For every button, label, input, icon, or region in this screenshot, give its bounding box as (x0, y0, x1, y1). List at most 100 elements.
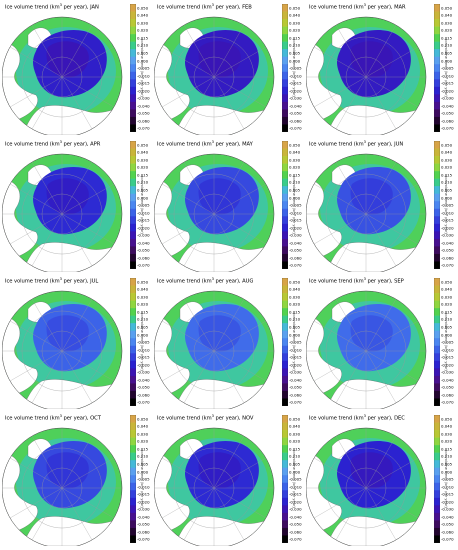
colorbar-tick-label: 0.030 (289, 157, 301, 163)
colorbar-swatch (130, 415, 136, 423)
meridian-line (334, 160, 367, 215)
colorbar-tick-label: -0.050 (137, 110, 150, 116)
colorbar-tick-label: 0.050 (289, 142, 301, 148)
colorbar-swatch (282, 497, 288, 506)
colorbar-swatch (130, 390, 136, 399)
colorbar (282, 278, 288, 406)
meridian-line (334, 76, 367, 131)
colorbar-tick-label: -0.070 (137, 125, 150, 131)
meridian-line (365, 182, 420, 215)
colorbar-swatch (282, 141, 288, 149)
colorbar-tick-label: -0.020 (441, 362, 454, 368)
colorbar-swatch (434, 330, 440, 339)
colorbar-swatch (282, 231, 288, 240)
colorbar-swatch (130, 86, 136, 95)
colorbar-swatch (130, 163, 136, 172)
siberia-land (249, 154, 274, 172)
colorbar-tick-label: 0.010 (289, 42, 301, 48)
colorbar-swatch (434, 338, 440, 347)
meridian-line (160, 350, 215, 383)
panel-title: Ice volume trend (km3 per year), NOV (157, 414, 253, 422)
north-america-land (2, 40, 38, 122)
colorbar-tick-label: -0.060 (137, 529, 150, 535)
meridian-line (334, 434, 367, 489)
colorbar-swatch (434, 383, 440, 392)
colorbar-swatch (434, 56, 440, 65)
colorbar-tick-label: -0.060 (289, 255, 302, 261)
colorbar-tick-label: -0.020 (137, 362, 150, 368)
colorbar-swatch (282, 246, 288, 255)
colorbar-swatch (282, 171, 288, 179)
colorbar-swatch (130, 171, 136, 179)
colorbar-swatch (434, 101, 440, 110)
meridian-line (213, 182, 268, 215)
colorbar-swatch (282, 527, 288, 536)
colorbar-tick-label: 0.020 (289, 301, 301, 307)
meridian-line (365, 487, 398, 542)
colorbar-swatch (282, 293, 288, 301)
colorbar-tick-label: -0.020 (289, 362, 302, 368)
colorbar-tick-label: -0.030 (441, 95, 454, 101)
colorbar-tick-label: 0.020 (137, 438, 149, 444)
colorbar-tick-label: 0.040 (289, 423, 301, 429)
colorbar-tick-label: 0.050 (441, 142, 453, 148)
panel-title-superscript: 3 (363, 277, 366, 281)
meridian-line (61, 456, 116, 489)
colorbar-swatch (130, 445, 136, 453)
colorbar-swatch (434, 71, 440, 80)
colorbar-tick-label: 0.010 (289, 316, 301, 322)
colorbar-swatch (434, 141, 440, 149)
map-border (2, 290, 123, 409)
colorbar-swatch (434, 353, 440, 362)
colorbar-tick-label: -0.060 (289, 118, 302, 124)
colorbar-tick-label: -0.005 (289, 476, 302, 482)
colorbar-tick-label: -0.050 (441, 110, 454, 116)
colorbar-tick-label: -0.005 (289, 202, 302, 208)
meridian-line (61, 76, 116, 109)
colorbar-tick-label: -0.010 (289, 210, 302, 215)
colorbar-tick-label: -0.010 (441, 484, 454, 489)
polar-map (306, 16, 427, 135)
colorbar-swatch (130, 360, 136, 369)
colorbar-swatch (282, 285, 288, 294)
colorbar-ticks: 0.050 0.040 0.030 0.020 0.015 0.010 0.005 0.000… (441, 2, 455, 136)
colorbar-swatch (282, 193, 288, 202)
colorbar-axis-label: Ice volume trend (km³ per year) (140, 176, 144, 234)
colorbar-swatch (434, 445, 440, 453)
colorbar-swatch (282, 86, 288, 95)
colorbar-swatch (434, 278, 440, 286)
colorbar-tick-label: -0.030 (137, 95, 150, 101)
colorbar-swatch (434, 64, 440, 73)
colorbar-tick-label: 0.005 (137, 50, 149, 56)
meridian-line (182, 213, 215, 268)
colorbar-tick-label: 0.030 (289, 20, 301, 26)
colorbar-swatch (434, 11, 440, 20)
siberia-land (97, 17, 122, 35)
colorbar-swatch (282, 323, 288, 332)
colorbar (130, 278, 136, 406)
colorbar-tick-label: 0.030 (441, 157, 453, 163)
colorbar-tick-label: 0.030 (137, 294, 149, 300)
colorbar-tick-label: -0.005 (137, 476, 150, 482)
colorbar-axis-label: Ice volume trend (km³ per year) (292, 313, 296, 371)
meridian-line (8, 319, 63, 352)
panel-title-month: per year), JUL (61, 278, 99, 285)
colorbar-tick-label: -0.010 (137, 210, 150, 215)
colorbar-tick-label: 0.040 (441, 423, 453, 429)
colorbar-tick-label: -0.070 (441, 125, 454, 131)
colorbar-swatch (434, 186, 440, 195)
siberia-land (97, 291, 122, 309)
colorbar-swatch (282, 490, 288, 499)
meridian-line (61, 76, 94, 131)
north-america-land (154, 177, 190, 259)
colorbar-swatch (282, 482, 288, 491)
colorbar (282, 141, 288, 269)
map-border (306, 427, 427, 546)
meridian-line (61, 297, 94, 352)
colorbar-tick-label: -0.070 (441, 262, 454, 268)
colorbar-swatch (434, 490, 440, 499)
colorbar-swatch (282, 253, 288, 262)
meridian-line (61, 319, 116, 352)
colorbar (434, 4, 440, 132)
polar-map (2, 290, 123, 409)
